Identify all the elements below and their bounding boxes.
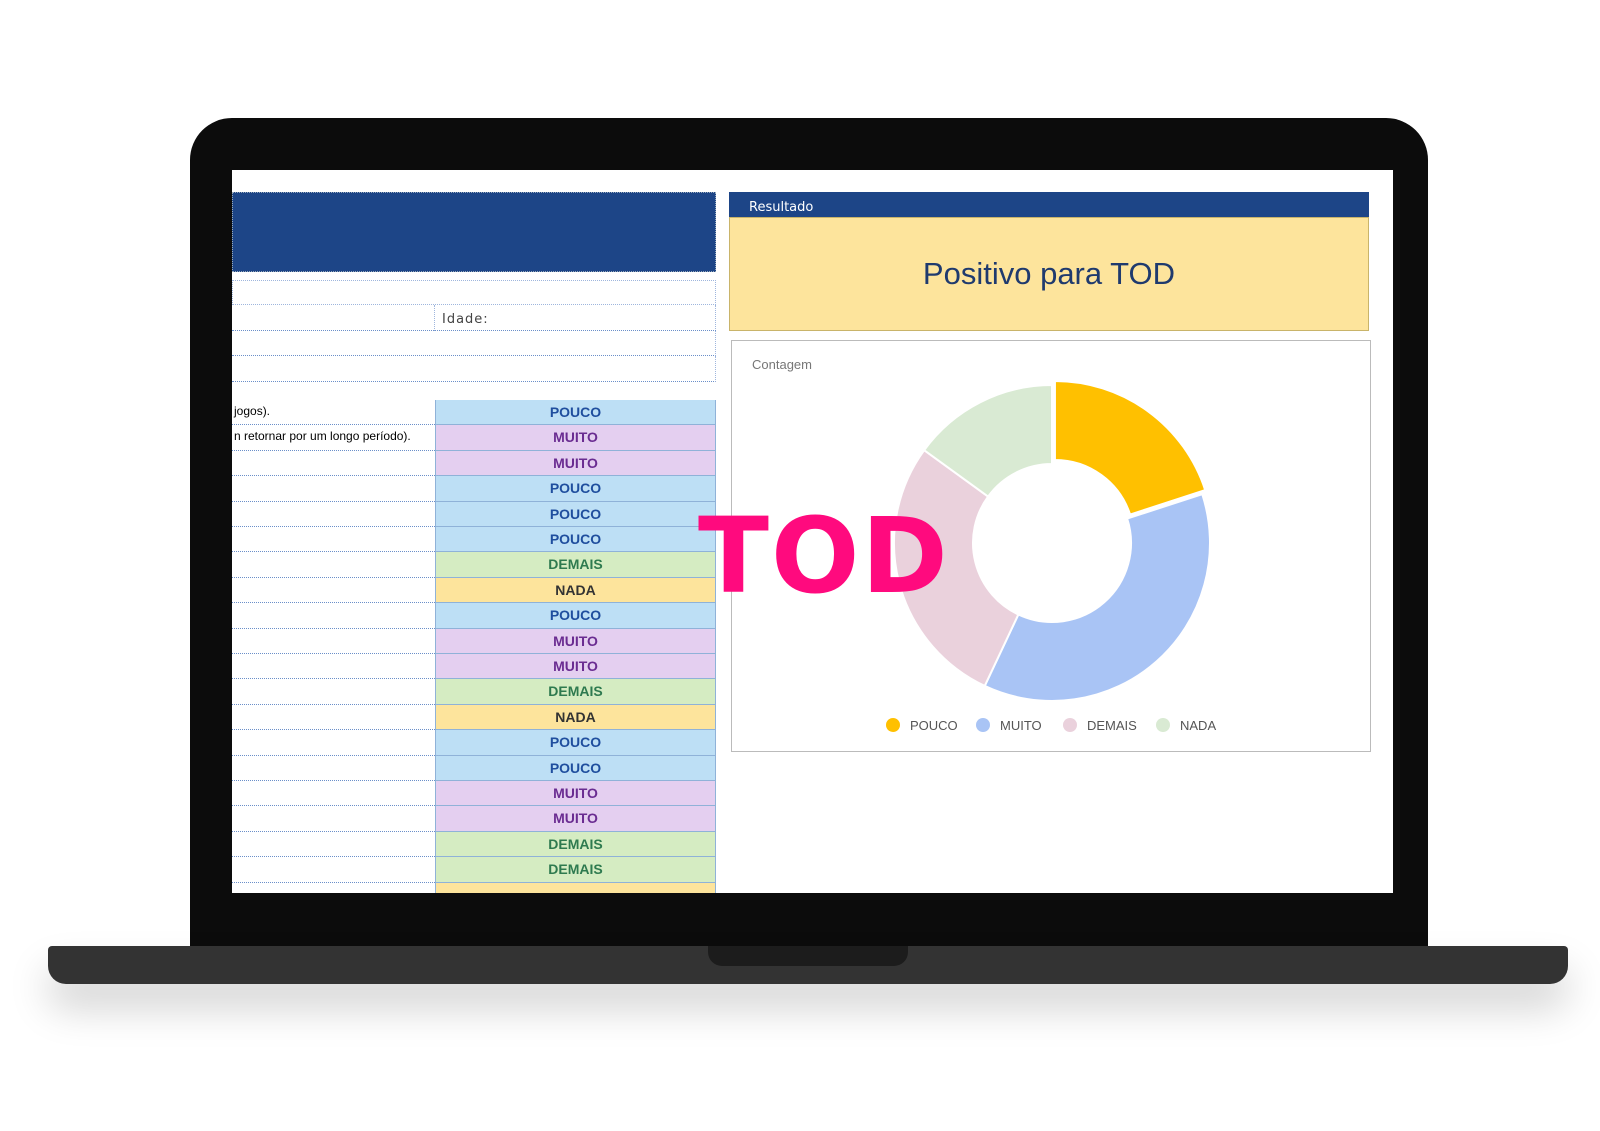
laptop-notch: [708, 946, 908, 966]
answer-cell: MUITO: [435, 450, 716, 477]
question-cell: [232, 552, 435, 578]
answer-cell: POUCO: [435, 755, 716, 781]
question-cell: jogos).: [232, 400, 435, 426]
sheet-header: [232, 192, 716, 272]
answer-cell: NADA: [435, 704, 716, 731]
answer-cell: MUITO: [435, 628, 716, 654]
answer-cell: POUCO: [435, 603, 716, 629]
donut-slice: [922, 383, 1053, 498]
legend-swatch: [1156, 718, 1170, 732]
question-cell: [232, 679, 435, 705]
answer-cell: POUCO: [435, 730, 716, 756]
question-cell: [232, 629, 435, 654]
overlay-title: TOD: [698, 495, 950, 617]
result-header: Resultado: [729, 192, 1369, 217]
chart-title: Contagem: [752, 357, 812, 372]
chart: Contagem POUCO MUITO DEMAIS NADA: [731, 340, 1371, 752]
question-cell: [232, 451, 435, 477]
answer-cell: DEMAIS: [435, 831, 716, 858]
answer-cell: POUCO: [435, 527, 716, 553]
answer-cell: MUITO: [435, 425, 716, 451]
question-cell: [232, 502, 435, 527]
answer-cell: POUCO: [435, 400, 716, 426]
age-label: Idade:: [434, 305, 716, 331]
answer-cell: DEMAIS: [435, 679, 716, 705]
answer-cell: MUITO: [435, 654, 716, 680]
form-row: [232, 331, 716, 356]
form-row: [232, 280, 716, 305]
question-cell: [232, 527, 435, 553]
donut-slice: [983, 492, 1211, 702]
donut-slice: [893, 448, 1020, 688]
question-cell: [232, 705, 435, 731]
answer-cell: POUCO: [435, 476, 716, 502]
answer-cell: [435, 882, 716, 893]
legend-label: DEMAIS: [1087, 718, 1137, 733]
legend-swatch: [976, 718, 990, 732]
legend-label: POUCO: [910, 718, 958, 733]
answer-cell: MUITO: [435, 781, 716, 807]
question-cell: [232, 603, 435, 629]
answer-cell: POUCO: [435, 501, 716, 527]
question-cell: [232, 476, 435, 502]
donut-slice: [1053, 379, 1207, 516]
legend-label: MUITO: [1000, 718, 1042, 733]
question-cell: [232, 781, 435, 807]
screen: Idade: jogos). POUCO n retornar por um lon…: [232, 170, 1393, 893]
question-cell: [232, 756, 435, 781]
answer-cell: DEMAIS: [435, 857, 716, 883]
legend-swatch: [886, 718, 900, 732]
answer-cell: DEMAIS: [435, 552, 716, 578]
question-cell: n retornar por um longo período).: [232, 425, 435, 451]
form-row: [232, 356, 716, 382]
answer-cell: MUITO: [435, 806, 716, 832]
question-cell: [232, 832, 435, 858]
legend-label: NADA: [1180, 718, 1216, 733]
result-text: Positivo para TOD: [729, 217, 1369, 331]
question-cell: [232, 654, 435, 680]
question-cell: [232, 806, 435, 832]
question-cell: [232, 578, 435, 604]
question-cell: [232, 730, 435, 756]
answer-cell: NADA: [435, 577, 716, 604]
legend-swatch: [1063, 718, 1077, 732]
question-cell: [232, 857, 435, 883]
